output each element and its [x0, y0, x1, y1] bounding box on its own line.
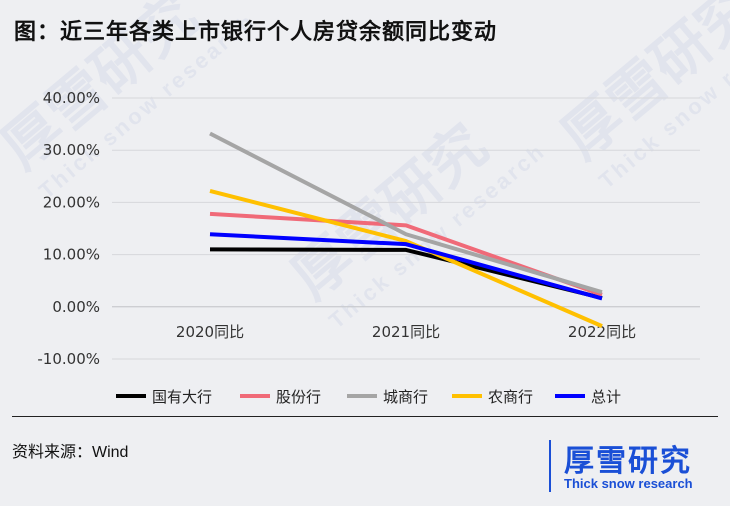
- legend: 国有大行 股份行 城商行 农商行 总计: [116, 388, 621, 406]
- brand-divider: [549, 440, 551, 492]
- brand-tagline: Thick snow research: [564, 476, 693, 491]
- legend-label: 国有大行: [152, 388, 212, 406]
- line-chart: 40.00% 30.00% 20.00% 10.00% 0.00% -10.00% 202…: [37, 89, 700, 406]
- series-line: [209, 131, 603, 295]
- legend-label: 农商行: [488, 388, 533, 406]
- series-line: [209, 188, 603, 328]
- y-tick-label: 30.00%: [43, 141, 100, 159]
- y-axis: 40.00% 30.00% 20.00% 10.00% 0.00% -10.00%: [37, 89, 100, 368]
- series-lines: [209, 131, 603, 328]
- legend-label: 总计: [591, 388, 621, 406]
- series-line: [209, 232, 603, 301]
- x-axis: 2020同比 2021同比 2022同比: [176, 323, 636, 341]
- y-tick-label: 40.00%: [43, 89, 100, 107]
- y-tick-label: 10.00%: [43, 246, 100, 264]
- divider: [12, 416, 718, 417]
- chart-title: 图：近三年各类上市银行个人房贷余额同比变动: [14, 19, 498, 44]
- x-tick-label: 2022同比: [568, 323, 636, 341]
- x-tick-label: 2021同比: [372, 323, 440, 341]
- y-tick-label: -10.00%: [37, 350, 100, 368]
- y-tick-label: 20.00%: [43, 193, 100, 211]
- source-note: 资料来源：Wind: [12, 444, 129, 461]
- brand-logo: 厚雪研究: [564, 445, 692, 478]
- y-tick-label: 0.00%: [52, 298, 100, 316]
- x-tick-label: 2020同比: [176, 323, 244, 341]
- legend-label: 城商行: [383, 388, 428, 406]
- gridlines: [112, 97, 700, 360]
- legend-label: 股份行: [276, 388, 321, 406]
